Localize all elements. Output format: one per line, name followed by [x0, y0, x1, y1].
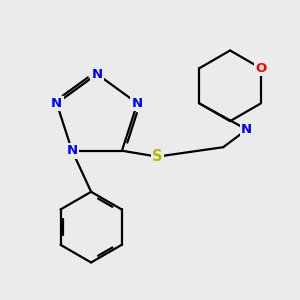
Text: S: S: [152, 149, 163, 164]
Text: N: N: [51, 97, 62, 110]
Text: N: N: [67, 144, 78, 157]
Text: N: N: [92, 68, 103, 80]
Text: N: N: [132, 97, 143, 110]
Text: O: O: [255, 61, 266, 75]
Text: N: N: [241, 123, 252, 136]
